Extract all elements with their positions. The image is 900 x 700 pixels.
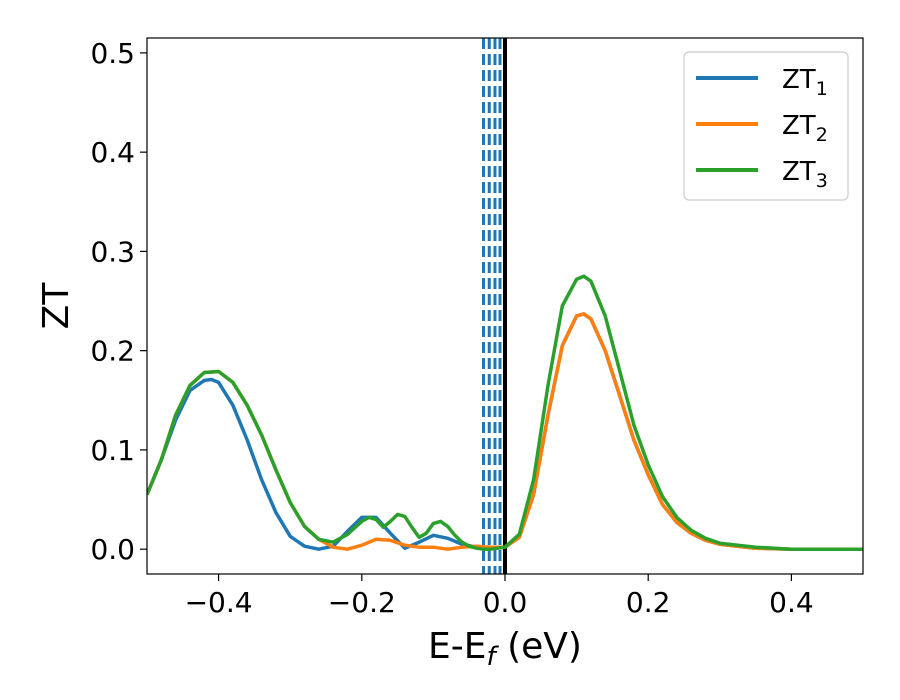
- y-tick-label: 0.1: [90, 434, 135, 467]
- legend-label: ZT2: [782, 111, 828, 146]
- legend-label: ZT3: [782, 157, 828, 192]
- y-tick-label: 0.2: [90, 335, 135, 368]
- y-tick-label: 0.5: [90, 37, 135, 70]
- legend-box: [683, 51, 849, 201]
- x-axis-label-tail: (eV): [496, 626, 582, 667]
- series-layer: [147, 274, 863, 551]
- x-tick-label: 0.2: [626, 586, 671, 619]
- y-tick-label: 0.4: [90, 136, 135, 169]
- x-tick-label: −0.4: [185, 586, 253, 619]
- x-axis-label-base: E-E: [428, 626, 486, 667]
- x-axis-label: E-Ef (eV): [428, 626, 582, 672]
- y-axis-label: ZT: [36, 282, 77, 330]
- legend-label: ZT1: [782, 65, 828, 100]
- y-tick-label: 0.3: [90, 235, 135, 268]
- x-tick-label: 0.0: [483, 586, 528, 619]
- reference-lines: [482, 38, 507, 574]
- y-tick-label: 0.0: [90, 533, 135, 566]
- x-tick-label: 0.4: [769, 586, 814, 619]
- legend: ZT1 ZT2 ZT3: [683, 51, 849, 201]
- axis-ticks: −0.4 −0.2 0.0 0.2 0.4 0.0 0.1 0.2 0.3 0.4 0.5: [90, 37, 813, 619]
- x-tick-label: −0.2: [328, 586, 396, 619]
- series-line-zt3: [147, 274, 863, 551]
